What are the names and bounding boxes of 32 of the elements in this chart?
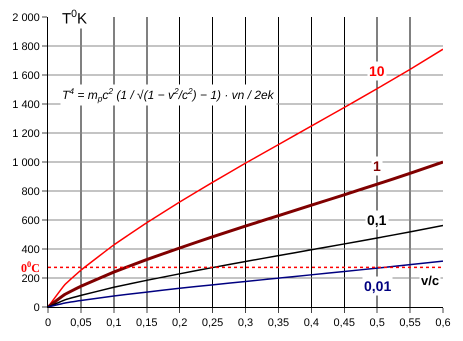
- y-tick-label: 600: [21, 214, 40, 227]
- series-label: 1: [373, 158, 381, 174]
- x-tick-label: 0,5: [370, 317, 385, 330]
- y-tick-label: 1 200: [12, 128, 40, 140]
- series-label: 0,1: [367, 212, 387, 228]
- x-tick-label: 0,45: [334, 317, 355, 330]
- y-tick-label: 1 600: [12, 70, 40, 82]
- y-tick-label: 2 000: [12, 12, 40, 24]
- ref-line-label: 0$^{0}$C: [21, 260, 40, 276]
- x-tick-label: 0,35: [268, 317, 290, 330]
- x-tick-label: 0,4: [304, 317, 319, 330]
- y-tick-label: 200: [21, 272, 40, 285]
- x-tick-label: 0,25: [202, 317, 224, 330]
- series-label: 0,01: [364, 278, 392, 294]
- x-tick-label: 0,6: [435, 317, 451, 330]
- y-tick-label: 1 400: [12, 98, 40, 111]
- y-tick-label: 1 000: [12, 156, 40, 169]
- x-tick-label: 0,55: [399, 317, 421, 330]
- y-tick-label: 800: [21, 186, 40, 198]
- x-tick-label: 0,05: [70, 317, 92, 330]
- y-tick-label: 0: [34, 302, 40, 314]
- x-tick-label: 0,15: [136, 317, 158, 330]
- x-tick-label: 0: [44, 317, 52, 330]
- y-tick-label: 400: [21, 244, 40, 256]
- x-axis-title: v/c: [421, 273, 440, 288]
- x-tick-label: 0,3: [238, 317, 254, 330]
- x-tick-label: 0,1: [106, 317, 122, 330]
- x-tick-label: 0,2: [172, 317, 188, 330]
- y-tick-label: 1 800: [12, 40, 40, 53]
- y-axis-title: T$^{0}$K: [62, 8, 88, 28]
- series-label: 10: [369, 63, 385, 79]
- text: T$^{4}$ = m$_{p}$c$^{2}$ (1 / √(1 − v$^{2}$/c$^{2}$) − 1) · vn / 2ek: [62, 86, 274, 104]
